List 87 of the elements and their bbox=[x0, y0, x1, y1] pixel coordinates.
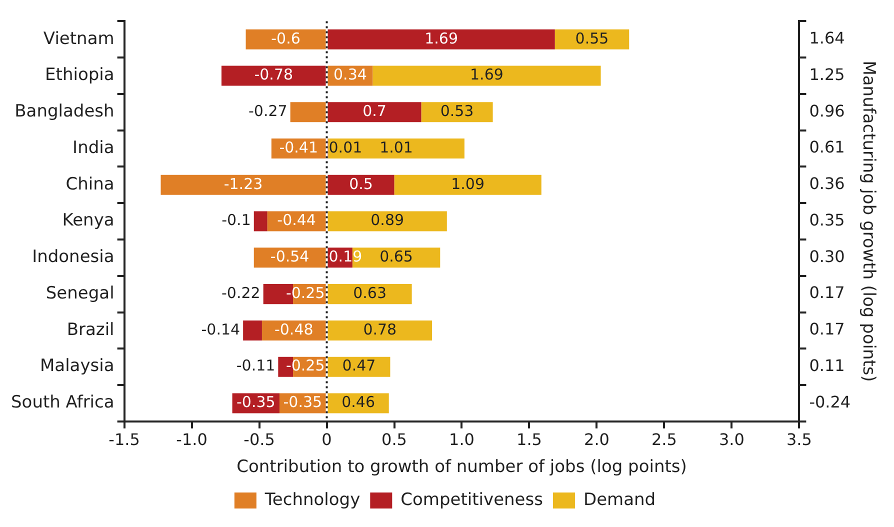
bar bbox=[328, 174, 394, 195]
bar bbox=[554, 29, 630, 50]
y2-tick-label: 0.30 bbox=[809, 246, 845, 266]
x-tick-label: 2.0 bbox=[584, 430, 610, 450]
bar bbox=[243, 320, 262, 340]
x-tick-label: 1.5 bbox=[516, 430, 542, 450]
y-tick-label: Brazil bbox=[66, 320, 114, 340]
legend-label: Technology bbox=[264, 490, 360, 510]
data-label: 0.01 bbox=[328, 138, 362, 156]
data-label: -0.35 bbox=[236, 393, 276, 412]
data-label: 0.89 bbox=[370, 211, 404, 230]
data-label: -0.25 bbox=[286, 356, 325, 375]
data-label: 0.46 bbox=[342, 393, 376, 412]
x-tick-label: -0.5 bbox=[244, 430, 275, 450]
y2-tick-label: -0.24 bbox=[809, 392, 851, 412]
data-label: -0.1 bbox=[222, 211, 251, 230]
y-tick-label: Senegal bbox=[46, 283, 114, 304]
y-tick-label: China bbox=[66, 174, 114, 194]
data-label: 1.01 bbox=[380, 138, 413, 156]
data-label: 0.47 bbox=[342, 356, 376, 375]
y-tick-label: Vietnam bbox=[43, 28, 114, 49]
bar bbox=[221, 66, 326, 86]
data-label: 1.09 bbox=[451, 174, 485, 193]
data-label: -0.11 bbox=[236, 356, 276, 375]
y2-axis-title: Manufacturing job growth (log points) bbox=[858, 60, 878, 382]
x-tick-label: 1.0 bbox=[449, 430, 474, 450]
y2-tick-label: 0.61 bbox=[809, 138, 845, 157]
data-label: -0.25 bbox=[286, 284, 325, 302]
data-label: 0.55 bbox=[575, 29, 609, 48]
legend-label: Demand bbox=[583, 490, 656, 510]
x-tick-label: 0 bbox=[322, 430, 332, 450]
bar bbox=[328, 102, 422, 122]
bar bbox=[328, 211, 447, 232]
data-label: -0.14 bbox=[201, 320, 240, 338]
x-axis-title: Contribution to growth of number of jobs (log points) bbox=[236, 457, 687, 478]
data-label: 0.7 bbox=[362, 102, 386, 120]
y2-tick-label: 1.64 bbox=[809, 28, 845, 48]
x-tick-label: -1.0 bbox=[176, 430, 208, 450]
y2-tick-label: 0.17 bbox=[809, 283, 845, 302]
data-label: -0.6 bbox=[271, 29, 300, 48]
data-label: 0.34 bbox=[334, 66, 367, 84]
bar bbox=[372, 66, 601, 86]
bar bbox=[328, 284, 412, 304]
bar bbox=[246, 29, 326, 50]
data-label: 0.63 bbox=[353, 284, 386, 302]
data-label: -0.78 bbox=[254, 66, 294, 84]
legend-label: Competitiveness bbox=[400, 490, 544, 510]
data-label: -0.54 bbox=[270, 248, 310, 266]
data-label: 0.65 bbox=[380, 248, 413, 266]
bar bbox=[394, 174, 542, 195]
bar bbox=[328, 138, 464, 159]
y2-tick-label: 0.36 bbox=[809, 174, 845, 194]
y-tick-label: India bbox=[72, 138, 114, 158]
x-tick-label: 2.5 bbox=[651, 430, 677, 450]
y2-tick-label: 0.17 bbox=[809, 320, 845, 339]
bar bbox=[254, 211, 268, 232]
x-tick-label: 0.5 bbox=[382, 430, 407, 450]
bar bbox=[160, 174, 326, 195]
data-label: 1.69 bbox=[424, 29, 458, 48]
y-tick-label: Indonesia bbox=[32, 247, 114, 268]
bar bbox=[421, 102, 493, 122]
y-tick-label: Malaysia bbox=[40, 356, 114, 376]
y-tick-label: Kenya bbox=[62, 210, 114, 231]
bar bbox=[328, 320, 432, 340]
x-tick-label: -1.5 bbox=[108, 430, 140, 450]
data-label: -0.48 bbox=[274, 320, 314, 338]
data-label: 0.5 bbox=[349, 174, 373, 193]
data-label: -0.35 bbox=[283, 393, 322, 412]
data-label: -0.41 bbox=[279, 138, 318, 156]
x-tick-label: 3.5 bbox=[786, 430, 812, 450]
y2-tick-label: 0.11 bbox=[809, 356, 845, 375]
y2-tick-label: 0.35 bbox=[809, 210, 845, 230]
bar bbox=[290, 102, 326, 122]
data-label: -0.44 bbox=[277, 211, 316, 230]
data-label: -0.22 bbox=[222, 284, 260, 302]
x-tick-label: 3.0 bbox=[718, 430, 744, 450]
data-label: 0.53 bbox=[440, 102, 474, 120]
y-tick-label: Bangladesh bbox=[14, 102, 114, 122]
y-tick-label: South Africa bbox=[11, 392, 114, 413]
bar bbox=[328, 29, 555, 50]
y2-tick-label: 0.96 bbox=[809, 101, 845, 120]
y-tick-label: Ethiopia bbox=[45, 65, 114, 86]
data-label: -1.23 bbox=[224, 174, 263, 193]
data-label: 1.69 bbox=[470, 66, 504, 84]
y2-tick-label: 1.25 bbox=[809, 64, 845, 84]
data-label: -0.27 bbox=[248, 102, 288, 120]
data-label: 0.78 bbox=[363, 320, 397, 338]
